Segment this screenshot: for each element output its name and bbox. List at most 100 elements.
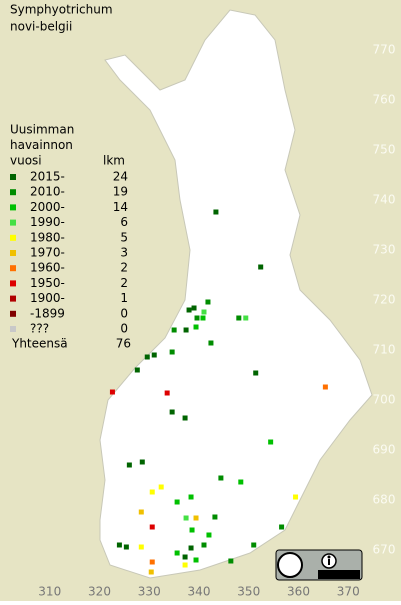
observation [193,324,199,330]
legend-label: 1990- [30,215,65,229]
observation [183,515,189,521]
legend-swatch [10,219,16,226]
observation [139,459,145,465]
y-tick-label: 710 [373,343,396,357]
title-line: Symphyotrichum [10,3,113,17]
observation [258,264,264,270]
legend-count: 1 [120,291,128,305]
observation [109,389,115,395]
observation [144,354,150,360]
x-tick-label: 310 [38,585,61,599]
y-tick-label: 680 [373,493,396,507]
observation [171,327,177,333]
x-tick-label: 320 [88,585,111,599]
observation [134,367,140,373]
observation [151,352,157,358]
observation [293,494,299,500]
observation [149,489,155,495]
legend-count: 0 [120,306,128,320]
legend-header: vuosi [10,154,42,168]
legend-label: 1960- [30,261,65,275]
y-tick-label: 770 [373,43,396,57]
x-tick-label: 330 [138,585,161,599]
legend-label: 1980- [30,230,65,244]
title-line: novi-belgii [10,20,72,34]
observation [268,439,274,445]
observation [182,415,188,421]
y-tick-label: 670 [373,543,396,557]
observation [182,562,188,568]
observation [201,542,207,548]
x-tick-label: 350 [237,585,260,599]
axis-labels: 310 320 330 340 350 360 3706706806907007107207… [38,43,395,599]
title: Symphyotrichum novi-belgii [10,3,113,34]
legend-label: 2015- [30,170,65,184]
observation [200,315,206,321]
cc-badge [275,549,363,581]
observation [174,550,180,556]
y-tick-label: 690 [373,443,396,457]
observation [218,475,224,481]
observation [174,499,180,505]
legend-count: 24 [113,170,128,184]
legend-count: 3 [120,246,128,260]
y-tick-label: 720 [373,293,396,307]
observation [186,307,192,313]
observation [243,315,249,321]
observation [182,554,188,560]
y-tick-label: 730 [373,243,396,257]
legend-swatch [10,189,16,196]
legend-header: Uusimman [10,123,74,137]
legend-label: -1899 [30,306,65,320]
observation [236,315,242,321]
legend-swatch [10,265,16,272]
legend-count: 0 [120,322,128,336]
observation [213,209,219,215]
total-count: 76 [116,337,131,351]
observation [138,509,144,515]
observation [188,494,194,500]
x-tick-label: 370 [337,585,360,599]
observation [116,542,122,548]
observation [148,569,154,575]
observation [208,340,214,346]
observation [169,409,175,415]
x-tick-label: 360 [287,585,310,599]
x-tick-label: 340 [188,585,211,599]
legend-label: 1970- [30,246,65,260]
y-tick-label: 700 [373,393,396,407]
observation [201,309,207,315]
legend-label: 1900- [30,291,65,305]
observation [158,484,164,490]
observation [183,327,189,333]
legend-label: 2000- [30,200,65,214]
legend-count: 2 [120,261,128,275]
observation [126,462,132,468]
legend-count: 2 [120,276,128,290]
legend-swatch [10,250,16,256]
legend-count: 14 [113,200,128,214]
observation [212,514,218,520]
legend-count: 19 [113,185,128,199]
legend-header: havainnon [10,138,73,152]
total-label: Yhteensä [11,337,68,351]
observation [149,524,155,530]
observation [149,559,155,565]
legend-label: ??? [30,322,49,336]
legend-swatch [10,204,16,211]
observation [191,305,197,311]
legend-swatch [10,234,16,241]
observation [188,545,194,551]
observation [238,479,244,485]
observation [322,384,328,390]
observation [228,558,234,564]
y-tick-label: 760 [373,93,396,107]
observation [279,524,285,530]
legend-swatch [10,295,16,302]
observation [164,390,170,396]
observation [206,532,212,538]
y-tick-label: 750 [373,143,396,157]
legend-swatch [10,326,16,332]
